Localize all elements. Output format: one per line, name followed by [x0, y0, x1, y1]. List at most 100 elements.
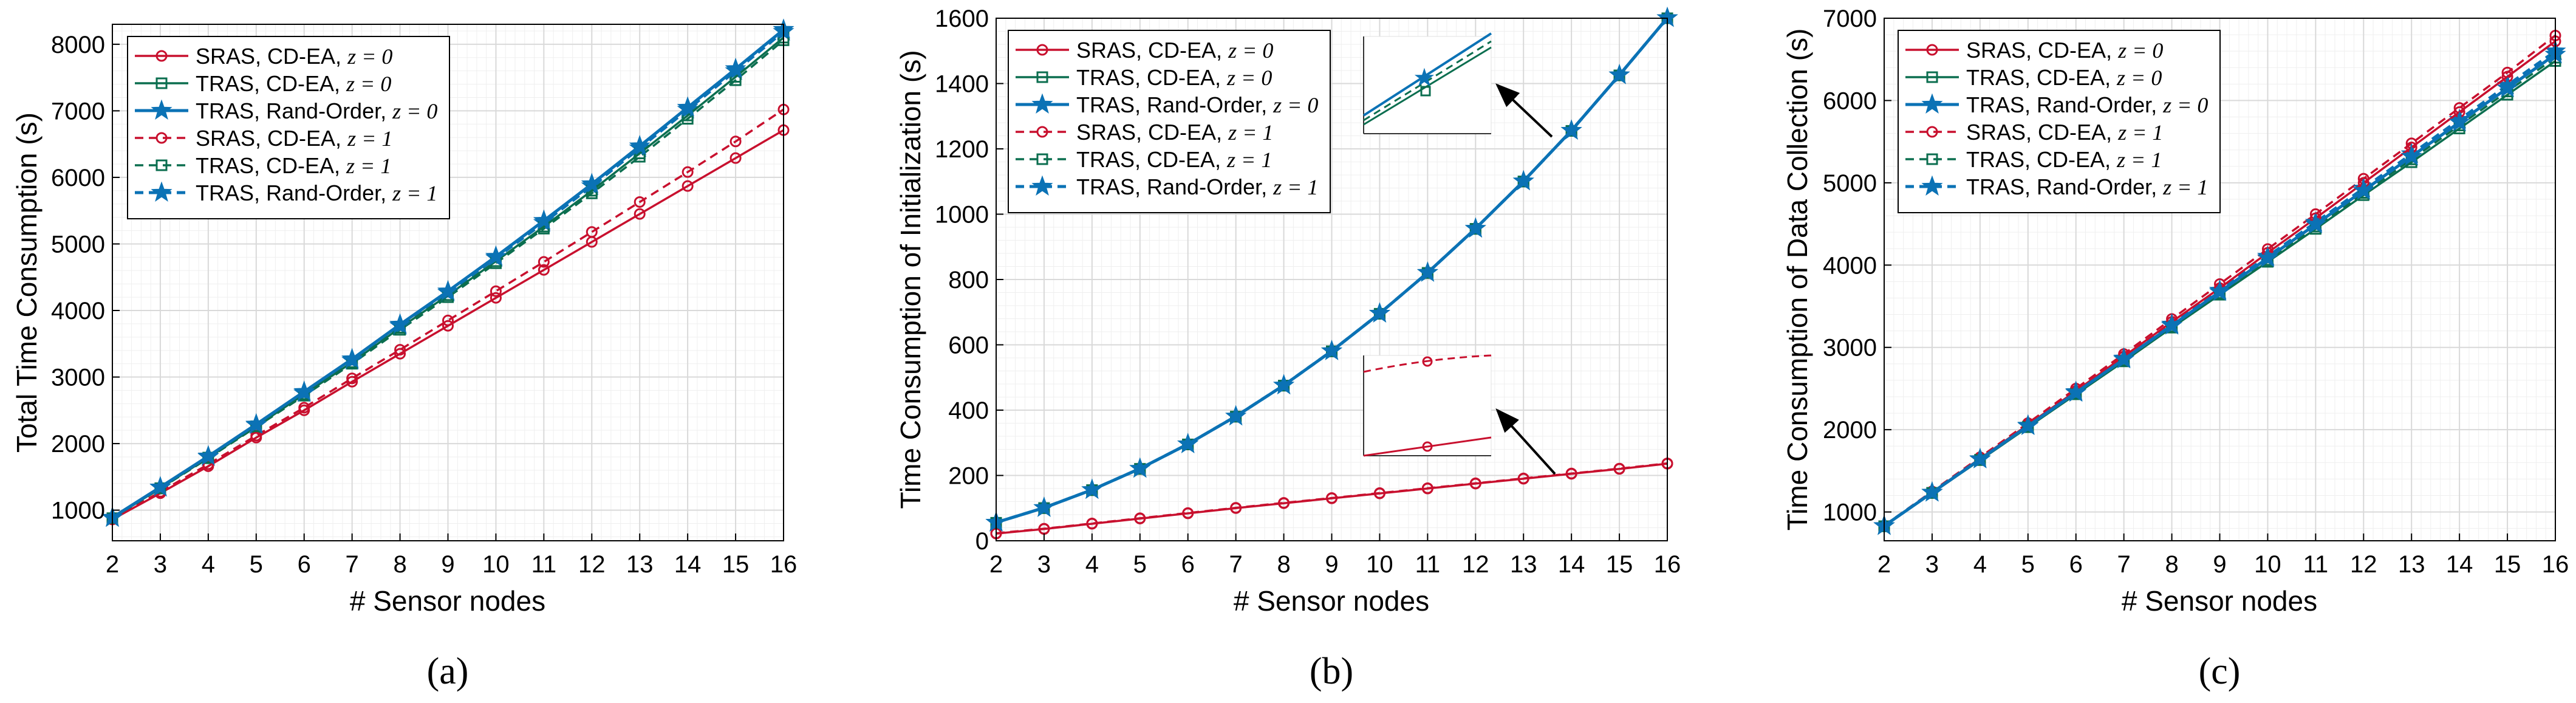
inset-arrow-lower [1495, 408, 1556, 475]
data-point [1230, 502, 1242, 514]
x-tick-label: 14 [2446, 551, 2473, 578]
y-tick-label: 1400 [935, 71, 989, 98]
y-tick-label: 3000 [1823, 335, 1877, 362]
y-tick-label: 600 [948, 332, 989, 359]
legend-marker [155, 77, 168, 89]
data-point [1416, 261, 1438, 282]
y-tick-label: 7000 [1823, 5, 1877, 32]
y-tick-label: 6000 [1823, 87, 1877, 114]
data-point [586, 236, 598, 248]
legend-entry-label: TRAS, Rand-Order, z = 0 [1966, 92, 2208, 117]
caption-b: (b) [1310, 651, 1353, 692]
legend-marker [1921, 175, 1943, 196]
legend-marker [151, 99, 173, 120]
data-point [437, 279, 459, 301]
x-tick-label: 5 [2021, 551, 2035, 578]
data-point [1613, 463, 1625, 475]
x-tick-label: 11 [2303, 551, 2329, 578]
x-tick-label: 2 [106, 551, 119, 578]
series-line-1-0 [996, 462, 1668, 535]
y-tick-label: 7000 [51, 98, 105, 125]
x-tick-label: 7 [346, 551, 359, 578]
y-tick-label: 1000 [51, 498, 105, 524]
data-point [1086, 518, 1098, 530]
data-point [346, 376, 358, 388]
data-point [1560, 119, 1582, 140]
x-tick-label: 16 [770, 551, 798, 578]
x-tick-label: 11 [1415, 551, 1441, 578]
legend-marker [155, 159, 168, 171]
data-point [389, 313, 411, 334]
data-point [2017, 414, 2039, 435]
x-axis-label-b: # Sensor nodes [1234, 585, 1429, 617]
data-point [1129, 457, 1151, 478]
data-point [1565, 468, 1577, 480]
legend-marker [1921, 93, 1943, 114]
inset-square-marker [1420, 86, 1431, 97]
x-tick-label: 16 [2542, 551, 2569, 578]
legend-entry-label: TRAS, Rand-Order, z = 1 [1076, 174, 1318, 199]
data-point [2209, 280, 2231, 301]
data-point [682, 166, 694, 178]
data-point [2161, 314, 2183, 335]
data-point [1608, 64, 1630, 84]
x-tick-label: 13 [2398, 551, 2425, 578]
data-point [581, 173, 603, 193]
data-point [1368, 302, 1390, 323]
data-point [293, 380, 315, 401]
y-tick-label: 5000 [51, 231, 105, 258]
x-tick-label: 14 [674, 551, 702, 578]
x-tick-label: 8 [1277, 551, 1290, 578]
data-point [1278, 497, 1290, 509]
legend-marker [1926, 71, 1938, 83]
data-point [1326, 492, 1338, 504]
legend-marker [1926, 44, 1938, 56]
data-point [490, 285, 502, 297]
data-point [634, 196, 646, 208]
y-tick-label: 200 [948, 463, 989, 490]
series-line-0-0 [112, 129, 784, 521]
legend-entry-label: SRAS, CD-EA, z = 0 [1076, 38, 1273, 63]
data-point [298, 404, 310, 416]
y-tick-label: 8000 [51, 32, 105, 58]
y-tick-label: 1200 [935, 136, 989, 163]
data-point [202, 460, 214, 472]
inset-line-tras-rand [1362, 32, 1492, 117]
legend-box [127, 36, 450, 219]
data-point [1320, 340, 1343, 360]
data-point [1182, 507, 1194, 520]
x-tick-label: 9 [2213, 551, 2226, 578]
legend-entry-label: TRAS, Rand-Order, z = 1 [196, 180, 437, 205]
x-axis-label-a: # Sensor nodes [350, 585, 545, 617]
x-tick-label: 3 [1037, 551, 1051, 578]
data-point [1421, 482, 1433, 495]
x-tick-label: 14 [1558, 551, 1585, 578]
series-line-0-3 [112, 108, 784, 520]
y-tick-label: 1600 [935, 5, 989, 32]
y-tick-label: 1000 [1823, 499, 1877, 526]
data-point [1921, 481, 1943, 502]
legend-entry-label: TRAS, CD-EA, z = 1 [1966, 147, 2162, 172]
y-tick-label: 3000 [51, 365, 105, 391]
data-point [2113, 348, 2135, 369]
x-tick-label: 15 [722, 551, 750, 578]
x-tick-label: 11 [531, 551, 557, 578]
data-point [1081, 478, 1103, 499]
inset-line-sras-z1 [1363, 354, 1492, 373]
legend-box [1008, 30, 1331, 213]
legend-entry-label: SRAS, CD-EA, z = 1 [196, 126, 392, 151]
data-point [725, 57, 746, 78]
data-point [677, 96, 699, 117]
y-tick-label: 4000 [51, 298, 105, 324]
data-point [634, 208, 646, 220]
legend-entry-label: SRAS, CD-EA, z = 0 [196, 44, 392, 69]
legend-entry-label: TRAS, Rand-Order, z = 0 [196, 98, 437, 123]
data-point [629, 135, 651, 156]
data-point [341, 348, 363, 368]
x-tick-label: 15 [1606, 551, 1633, 578]
data-point [1969, 448, 1991, 468]
data-point [485, 245, 507, 266]
data-point [1177, 433, 1199, 453]
x-tick-label: 6 [2069, 551, 2083, 578]
legend-entry-label: TRAS, Rand-Order, z = 1 [1966, 174, 2208, 199]
